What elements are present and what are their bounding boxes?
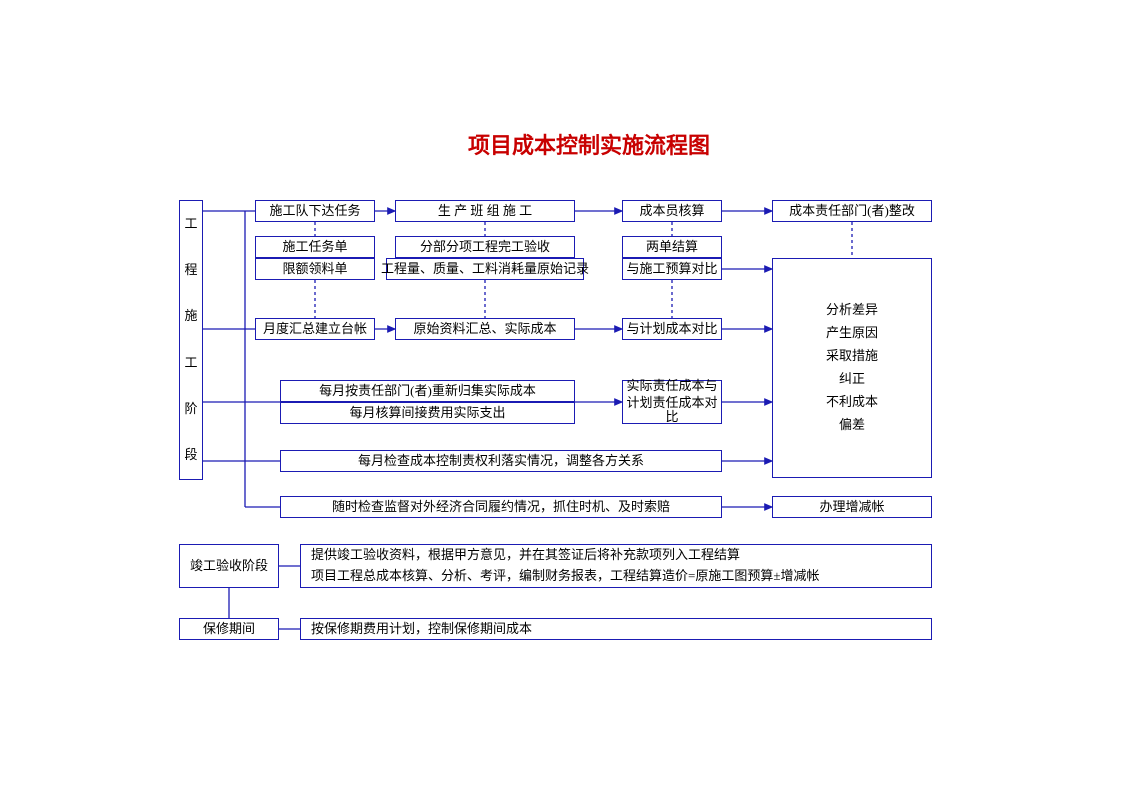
- node-line: 工: [184, 356, 197, 371]
- node-line: 段: [184, 448, 197, 463]
- node-line: 采取措施: [826, 349, 878, 364]
- node-line: 纠正: [839, 372, 865, 387]
- diagram-stage: 项目成本控制实施流程图 工程施工阶段施工队下达任务生 产 班 组 施 工成本员核…: [0, 0, 1122, 793]
- node-r3_c: 与计划成本对比: [622, 318, 722, 340]
- node-phase_construction: 工程施工阶段: [179, 200, 203, 480]
- node-line: 分析差异: [826, 303, 878, 318]
- node-accept_phase: 竣工验收阶段: [179, 544, 279, 588]
- node-r1_d: 成本责任部门(者)整改: [772, 200, 932, 222]
- node-accept_info: 提供竣工验收资料，根据甲方意见，并在其签证后将补充款项列入工程结算项目工程总成本…: [300, 544, 932, 588]
- node-line: 工: [184, 217, 197, 232]
- node-line: 计划责任成本对比: [623, 396, 721, 426]
- node-r2_b2: 工程量、质量、工料消耗量原始记录: [386, 258, 584, 280]
- node-r2_b1: 分部分项工程完工验收: [395, 236, 575, 258]
- node-r4_ab2: 每月核算间接费用实际支出: [280, 402, 575, 424]
- node-line: 程: [184, 263, 197, 278]
- node-r4_c: 实际责任成本与计划责任成本对比: [622, 380, 722, 424]
- node-line: 施: [184, 309, 197, 324]
- node-r2_a1: 施工任务单: [255, 236, 375, 258]
- node-r1_c: 成本员核算: [622, 200, 722, 222]
- diagram-title: 项目成本控制实施流程图: [468, 128, 710, 160]
- node-line: 不利成本: [826, 395, 878, 410]
- node-r5: 每月检查成本控制责权利落实情况，调整各方关系: [280, 450, 722, 472]
- node-line: 实际责任成本与: [626, 379, 717, 394]
- node-r2_c2: 与施工预算对比: [622, 258, 722, 280]
- node-warranty_info: 按保修期费用计划，控制保修期间成本: [300, 618, 932, 640]
- node-line: 阶: [184, 402, 197, 417]
- node-big_analysis: 分析差异产生原因采取措施纠正不利成本偏差: [772, 258, 932, 478]
- node-line: 产生原因: [826, 326, 878, 341]
- node-r4_ab1: 每月按责任部门(者)重新归集实际成本: [280, 380, 575, 402]
- node-r2_c1: 两单结算: [622, 236, 722, 258]
- node-r6_left: 随时检查监督对外经济合同履约情况，抓住时机、及时索赔: [280, 496, 722, 518]
- node-r6_right: 办理增减帐: [772, 496, 932, 518]
- node-r3_a: 月度汇总建立台帐: [255, 318, 375, 340]
- node-line: 项目工程总成本核算、分析、考评，编制财务报表，工程结算造价=原施工图预算±增减帐: [311, 569, 819, 584]
- node-r1_b: 生 产 班 组 施 工: [395, 200, 575, 222]
- node-warranty_phase: 保修期间: [179, 618, 279, 640]
- node-line: 偏差: [839, 418, 865, 433]
- node-line: 提供竣工验收资料，根据甲方意见，并在其签证后将补充款项列入工程结算: [311, 548, 740, 563]
- node-r3_b: 原始资料汇总、实际成本: [395, 318, 575, 340]
- node-r1_a: 施工队下达任务: [255, 200, 375, 222]
- node-r2_a2: 限额领料单: [255, 258, 375, 280]
